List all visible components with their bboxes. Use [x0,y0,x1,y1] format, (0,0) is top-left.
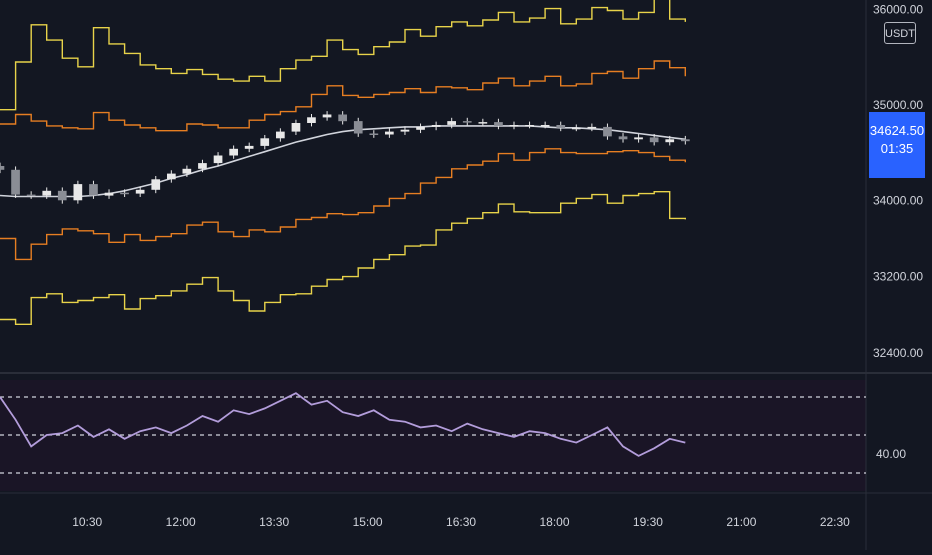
candle-body [338,114,347,122]
candle-body [322,114,332,118]
band-line-upper-band-2 [0,0,686,111]
time-tick-label: 22:30 [820,515,850,529]
candle-body [57,190,67,201]
candle-body [353,121,363,134]
candle-body [556,125,566,128]
candle-body [213,155,223,164]
price-tick-label: 33200.00 [873,270,923,284]
currency-button[interactable]: USDT [884,22,916,44]
price-tick-label: 36000.00 [873,3,923,17]
candle-body [104,192,114,196]
candle-body [167,173,176,180]
candle-body [431,125,441,127]
axes: 36000.00 35000.00 34000.00 33200.00 32400.00… [72,3,923,529]
oscillator-tick-label: 40.00 [876,447,906,461]
candle-body [478,122,488,124]
candle-body [307,117,316,123]
candle-body [0,166,5,170]
price-tick-label: 34000.00 [873,193,923,207]
candle-body [369,133,379,135]
time-tick-label: 10:30 [72,515,102,529]
last-price-value: 34624.50 [869,123,925,138]
candle-body [385,131,394,135]
candle-body [120,192,129,195]
candle-body [198,163,207,169]
candle-body [665,139,675,143]
time-tick-label: 19:30 [633,515,663,529]
candle-body [462,121,472,123]
price-pane[interactable] [0,0,690,325]
time-tick-label: 15:00 [353,515,383,529]
bar-countdown: 01:35 [880,141,914,156]
candle-body [634,137,643,140]
candle-body [509,125,519,127]
band-line-mid-band [0,125,686,198]
candle-body [571,127,581,130]
price-tick-label: 35000.00 [873,98,923,112]
time-tick-label: 13:30 [259,515,289,529]
candle-body [291,123,301,132]
time-tick-label: 21:00 [726,515,756,529]
oscillator-line [0,392,686,457]
candle-body [73,184,83,201]
candle-body [182,168,192,174]
candle-body [151,179,161,190]
time-tick-label: 18:00 [539,515,569,529]
candle-body [618,136,628,140]
last-price-tag: 34624.50 01:35 [869,112,925,178]
candle-body [26,194,36,197]
candle-body [135,189,145,194]
candle-body [681,139,690,142]
candle-body [540,125,550,127]
candle-body [276,131,285,139]
candle-body [525,125,534,127]
candle-body [260,138,270,146]
candle-body [42,190,52,196]
candle-body [587,126,597,129]
band-line-upper-band-1 [0,60,686,132]
candle-body [416,126,425,130]
price-tick-label: 32400.00 [873,346,923,360]
candle-body [244,145,254,149]
oscillator-pane[interactable] [0,392,866,474]
candle-body [603,126,612,137]
candle-body [649,137,659,143]
candle-body [494,122,503,126]
band-line-lower-band-1 [0,148,686,261]
candle-body [447,121,456,125]
candle-body [11,169,20,195]
candle-body [89,184,98,196]
band-line-lower-band-2 [0,191,686,325]
candle-body [400,129,410,132]
candle-body [229,148,238,156]
time-tick-label: 12:00 [166,515,196,529]
time-tick-label: 16:30 [446,515,476,529]
